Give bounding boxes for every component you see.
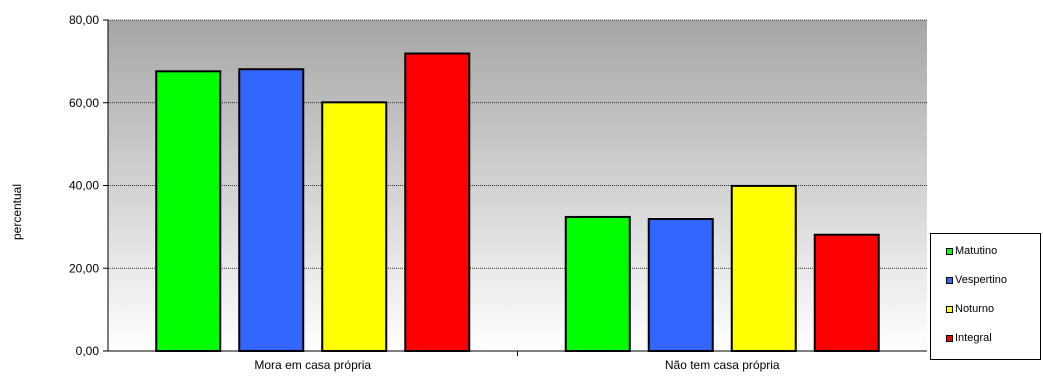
legend: Matutino Vespertino Noturno Integral xyxy=(930,233,1041,360)
y-tick-label: 80,00 xyxy=(69,13,99,27)
legend-swatch xyxy=(946,306,953,313)
bar-matutino xyxy=(564,215,631,352)
legend-item-noturno: Noturno xyxy=(946,303,995,315)
bar-vespertino xyxy=(647,218,714,352)
bar-integral xyxy=(813,233,880,352)
legend-label: Vespertino xyxy=(955,274,1007,286)
y-tick-label: 40,00 xyxy=(69,179,99,193)
legend-swatch xyxy=(946,335,953,342)
bar-integral xyxy=(404,52,471,352)
y-tick-label: 60,00 xyxy=(69,96,99,110)
legend-item-matutino: Matutino xyxy=(946,245,998,257)
legend-label: Noturno xyxy=(955,303,995,315)
bar-matutino xyxy=(155,70,222,353)
bar-noturno xyxy=(730,184,797,352)
legend-swatch xyxy=(946,277,953,284)
legend-item-integral: Integral xyxy=(946,332,992,344)
x-category-label: Não tem casa própria xyxy=(665,358,780,372)
y-axis-label: percentual xyxy=(10,184,24,240)
legend-label: Matutino xyxy=(955,245,998,257)
bar-noturno xyxy=(321,101,388,353)
y-tick-label: 20,00 xyxy=(69,261,99,275)
bar-vespertino xyxy=(238,68,305,353)
legend-label: Integral xyxy=(955,332,992,344)
x-category-label: Mora em casa própria xyxy=(254,358,371,372)
legend-swatch xyxy=(946,248,953,255)
y-tick-label: 0,00 xyxy=(76,344,100,358)
legend-item-vespertino: Vespertino xyxy=(946,274,1007,286)
